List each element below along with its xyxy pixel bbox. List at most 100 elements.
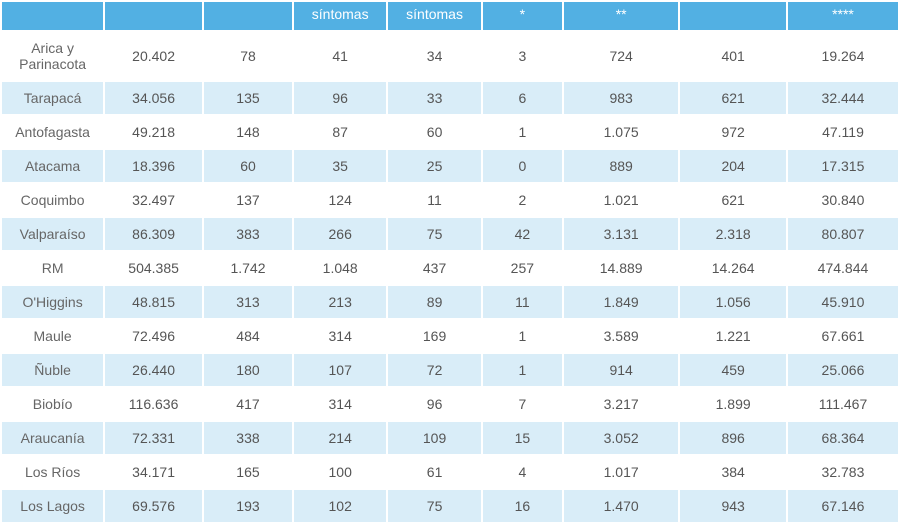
col-region: [2, 2, 103, 30]
col-sintomas-a: síntomas: [294, 2, 386, 30]
value-cell: 61: [388, 456, 480, 488]
value-cell: 213: [294, 286, 386, 318]
value-cell: 109: [388, 422, 480, 454]
value-cell: 1: [483, 354, 562, 386]
value-cell: 459: [680, 354, 786, 386]
value-cell: 1.056: [680, 286, 786, 318]
value-cell: 972: [680, 116, 786, 148]
value-cell: 19.264: [788, 32, 898, 80]
value-cell: 7: [483, 388, 562, 420]
value-cell: 111.467: [788, 388, 898, 420]
value-cell: 1.849: [564, 286, 678, 318]
value-cell: 1.899: [680, 388, 786, 420]
value-cell: 314: [294, 320, 386, 352]
value-cell: 983: [564, 82, 678, 114]
value-cell: 26.440: [105, 354, 202, 386]
value-cell: 100: [294, 456, 386, 488]
value-cell: 724: [564, 32, 678, 80]
value-cell: 25: [388, 150, 480, 182]
col-star1: *: [483, 2, 562, 30]
table-row: O'Higgins48.81531321389111.8491.05645.91…: [2, 286, 898, 318]
value-cell: 69.576: [105, 490, 202, 522]
value-cell: 2.318: [680, 218, 786, 250]
value-cell: 49.218: [105, 116, 202, 148]
region-cell: RM: [2, 252, 103, 284]
table-row: Araucanía72.331338214109153.05289668.364: [2, 422, 898, 454]
value-cell: 504.385: [105, 252, 202, 284]
value-cell: 135: [204, 82, 292, 114]
value-cell: 3.589: [564, 320, 678, 352]
col-2: [204, 2, 292, 30]
value-cell: 1.075: [564, 116, 678, 148]
region-cell: Tarapacá: [2, 82, 103, 114]
region-cell: O'Higgins: [2, 286, 103, 318]
col-sintomas-b: síntomas: [388, 2, 480, 30]
value-cell: 314: [294, 388, 386, 420]
value-cell: 16: [483, 490, 562, 522]
table-row: Maule72.49648431416913.5891.22167.661: [2, 320, 898, 352]
value-cell: 137: [204, 184, 292, 216]
table-row: RM504.3851.7421.04843725714.88914.264474…: [2, 252, 898, 284]
value-cell: 1.021: [564, 184, 678, 216]
table-header-row: síntomas síntomas * ** ****: [2, 2, 898, 30]
value-cell: 621: [680, 184, 786, 216]
value-cell: 14.264: [680, 252, 786, 284]
value-cell: 34.171: [105, 456, 202, 488]
value-cell: 914: [564, 354, 678, 386]
table-row: Los Lagos69.57619310275161.47094367.146: [2, 490, 898, 522]
region-cell: Araucanía: [2, 422, 103, 454]
value-cell: 67.661: [788, 320, 898, 352]
value-cell: 15: [483, 422, 562, 454]
value-cell: 4: [483, 456, 562, 488]
value-cell: 75: [388, 218, 480, 250]
value-cell: 116.636: [105, 388, 202, 420]
value-cell: 60: [204, 150, 292, 182]
region-cell: Arica y Parinacota: [2, 32, 103, 80]
value-cell: 42: [483, 218, 562, 250]
table-row: Ñuble26.44018010772191445925.066: [2, 354, 898, 386]
region-cell: Biobío: [2, 388, 103, 420]
value-cell: 72: [388, 354, 480, 386]
value-cell: 72.496: [105, 320, 202, 352]
value-cell: 383: [204, 218, 292, 250]
value-cell: 35: [294, 150, 386, 182]
value-cell: 48.815: [105, 286, 202, 318]
value-cell: 417: [204, 388, 292, 420]
value-cell: 180: [204, 354, 292, 386]
value-cell: 102: [294, 490, 386, 522]
value-cell: 32.444: [788, 82, 898, 114]
value-cell: 14.889: [564, 252, 678, 284]
table-row: Antofagasta49.218148876011.07597247.119: [2, 116, 898, 148]
value-cell: 32.783: [788, 456, 898, 488]
value-cell: 107: [294, 354, 386, 386]
value-cell: 2: [483, 184, 562, 216]
col-star2: **: [564, 2, 678, 30]
value-cell: 621: [680, 82, 786, 114]
value-cell: 11: [388, 184, 480, 216]
value-cell: 3.131: [564, 218, 678, 250]
value-cell: 124: [294, 184, 386, 216]
value-cell: 6: [483, 82, 562, 114]
table-row: Coquimbo32.4971371241121.02162130.840: [2, 184, 898, 216]
value-cell: 169: [388, 320, 480, 352]
table-row: Tarapacá34.0561359633698362132.444: [2, 82, 898, 114]
region-cell: Maule: [2, 320, 103, 352]
value-cell: 34: [388, 32, 480, 80]
region-cell: Los Lagos: [2, 490, 103, 522]
value-cell: 20.402: [105, 32, 202, 80]
table-row: Arica y Parinacota20.402784134372440119.…: [2, 32, 898, 80]
region-cell: Valparaíso: [2, 218, 103, 250]
value-cell: 437: [388, 252, 480, 284]
value-cell: 401: [680, 32, 786, 80]
value-cell: 68.364: [788, 422, 898, 454]
value-cell: 72.331: [105, 422, 202, 454]
region-cell: Los Ríos: [2, 456, 103, 488]
value-cell: 25.066: [788, 354, 898, 386]
table-row: Biobío116.6364173149673.2171.899111.467: [2, 388, 898, 420]
value-cell: 204: [680, 150, 786, 182]
value-cell: 1.221: [680, 320, 786, 352]
value-cell: 18.396: [105, 150, 202, 182]
value-cell: 313: [204, 286, 292, 318]
value-cell: 165: [204, 456, 292, 488]
value-cell: 338: [204, 422, 292, 454]
